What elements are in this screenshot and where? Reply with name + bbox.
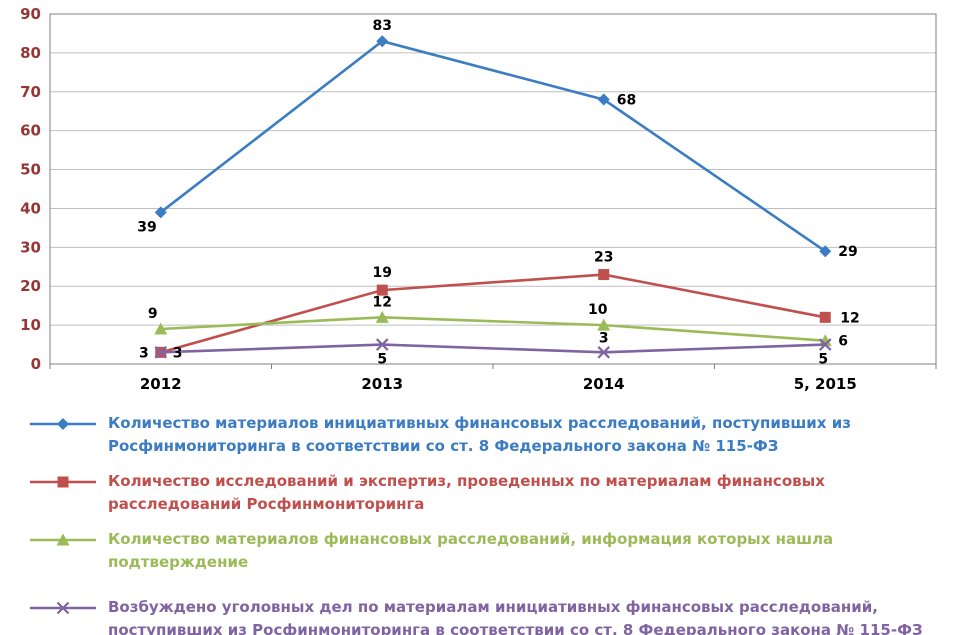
square-legend-marker-icon — [30, 476, 96, 488]
data-label: 3 — [139, 345, 149, 361]
data-label: 3 — [599, 330, 609, 346]
triangle-marker — [597, 318, 611, 331]
x-marker — [154, 346, 168, 359]
data-label: 19 — [373, 265, 392, 281]
x-axis-tick-label: 2014 — [583, 375, 625, 393]
legend-item: Количество исследований и экспертиз, про… — [30, 470, 950, 515]
legend-label: Возбуждено уголовных дел по материалам и… — [108, 598, 923, 635]
y-axis-tick-label: 80 — [20, 44, 41, 62]
diamond-marker — [819, 245, 832, 258]
diamond-marker — [376, 35, 389, 48]
x-marker — [375, 338, 389, 351]
x-axis-tick-label: 2012 — [140, 375, 182, 393]
square-marker — [376, 284, 388, 296]
triangle-legend-marker-icon — [30, 533, 96, 546]
legend-item: Количество материалов инициативных финан… — [30, 412, 950, 457]
triangle-marker — [375, 310, 389, 323]
legend-label: Количество исследований и экспертиз, про… — [108, 472, 825, 513]
x-marker — [818, 338, 832, 351]
triangle-marker — [56, 533, 70, 546]
diamond-marker — [597, 93, 610, 106]
x-marker — [56, 601, 70, 615]
data-label: 12 — [840, 310, 859, 326]
series-line — [160, 343, 826, 354]
triangle-marker — [154, 322, 168, 335]
series-line — [160, 316, 826, 342]
data-label: 10 — [588, 302, 608, 318]
x-axis-tick-label: 2013 — [361, 375, 403, 393]
square-marker — [57, 476, 69, 488]
data-label: 29 — [838, 244, 857, 260]
legend-item: Возбуждено уголовных дел по материалам и… — [30, 596, 950, 635]
data-label: 12 — [373, 294, 392, 310]
chart-legend: Количество материалов инициативных финан… — [0, 398, 964, 635]
y-axis-tick-label: 90 — [20, 5, 41, 23]
data-label: 23 — [594, 250, 613, 266]
diamond-marker — [154, 206, 167, 219]
legend-label: Количество материалов инициативных финан… — [108, 414, 851, 455]
x-axis-tick-label: 5, 2015 — [794, 375, 857, 393]
data-label: 6 — [838, 334, 848, 350]
y-axis-tick-label: 0 — [31, 355, 41, 373]
y-axis-tick-label: 70 — [20, 83, 41, 101]
y-axis-tick-label: 10 — [20, 316, 41, 334]
data-label: 68 — [617, 93, 636, 109]
diamond-marker — [57, 418, 69, 430]
square-marker — [598, 269, 610, 281]
y-axis-tick-label: 30 — [20, 238, 41, 256]
data-label: 9 — [148, 306, 158, 322]
square-marker — [819, 311, 831, 323]
x-legend-marker-icon — [30, 601, 96, 615]
series-line — [160, 273, 826, 354]
triangle-marker — [818, 334, 832, 347]
data-label: 5 — [377, 352, 387, 368]
y-axis-tick-label: 20 — [20, 277, 41, 295]
diamond-legend-marker-icon — [30, 418, 96, 430]
y-axis-tick-label: 50 — [20, 161, 41, 179]
y-axis-tick-label: 40 — [20, 199, 41, 217]
data-label: 5 — [818, 352, 828, 368]
data-label: 3 — [173, 345, 183, 361]
series-line — [159, 39, 826, 253]
y-axis-tick-label: 60 — [20, 122, 41, 140]
plot-border — [49, 13, 937, 365]
legend-label: Количество материалов финансовых расслед… — [108, 530, 834, 571]
data-label: 83 — [373, 18, 392, 34]
legend-item: Количество материалов финансовых расслед… — [30, 528, 950, 573]
x-marker — [597, 346, 611, 359]
data-label: 39 — [137, 219, 156, 235]
